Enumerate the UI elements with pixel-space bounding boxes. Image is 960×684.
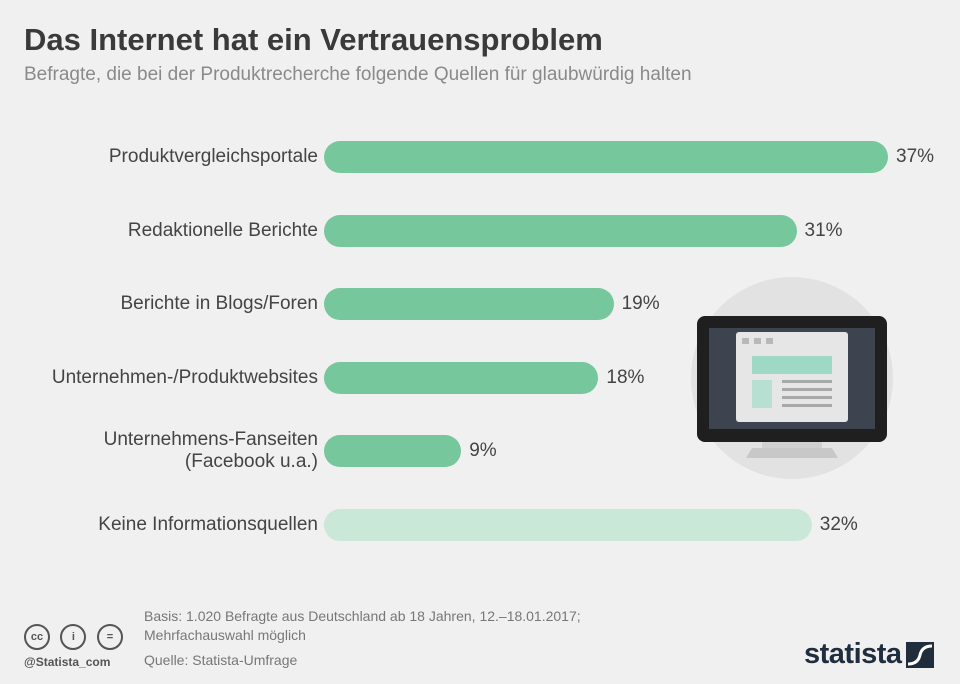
value-label: 37%: [896, 146, 935, 167]
category-label: Keine Informationsquellen: [8, 514, 318, 536]
bar: [324, 214, 797, 247]
value-label: 18%: [606, 366, 645, 388]
by-icon: i: [60, 624, 87, 650]
value-label: 32%: [819, 514, 858, 535]
statista-logo-icon: [906, 642, 934, 668]
value-label: 9%: [469, 440, 497, 462]
category-label-line: Unternehmens-Fanseiten: [103, 429, 318, 451]
category-label: Produktvergleichsportale: [8, 146, 318, 168]
category-label-line: Produktvergleichsportale: [108, 146, 318, 167]
category-label: Berichte in Blogs/Foren: [8, 293, 319, 315]
basis-line-1: Basis: 1.020 Befragte aus Deutschland ab…: [144, 608, 581, 624]
chart-title: Das Internet hat ein Vertrauensproblem: [24, 22, 603, 57]
footnote: Basis: 1.020 Befragte aus Deutschland ab…: [144, 607, 704, 645]
statista-logo[interactable]: statista: [804, 638, 902, 670]
cc-icon: cc: [24, 624, 50, 650]
category-label-line: Berichte in Blogs/Foren: [120, 293, 319, 315]
category-label-line: (Facebook u.a.): [184, 451, 318, 473]
bar: [324, 435, 462, 468]
bar: [324, 141, 888, 173]
bar: [324, 288, 614, 321]
source-note: Quelle: Statista-Umfrage: [144, 652, 298, 668]
chart-subtitle: Befragte, die bei der Produktrecherche f…: [24, 64, 692, 85]
bar: [324, 361, 599, 394]
category-label-line: Unternehmen-/Produktwebsites: [51, 366, 318, 388]
value-label: 19%: [621, 293, 660, 315]
basis-line-2: Mehrfachauswahl möglich: [144, 627, 306, 643]
nd-icon: =: [96, 624, 123, 650]
category-label: Redaktionelle Berichte: [8, 220, 318, 242]
category-label-line: Redaktionelle Berichte: [127, 219, 318, 241]
value-label: 31%: [804, 219, 843, 241]
license-icons: cc i =: [24, 624, 129, 650]
category-label: Unternehmen-/Produktwebsites: [8, 367, 318, 389]
statista-handle[interactable]: @Statista_com: [24, 655, 111, 669]
bar: [324, 509, 812, 541]
category-label: Unternehmens-Fanseiten (Facebook u.a.): [8, 429, 318, 473]
category-label-line: Keine Informationsquellen: [98, 514, 318, 535]
monitor-webpage-icon: [691, 277, 893, 479]
